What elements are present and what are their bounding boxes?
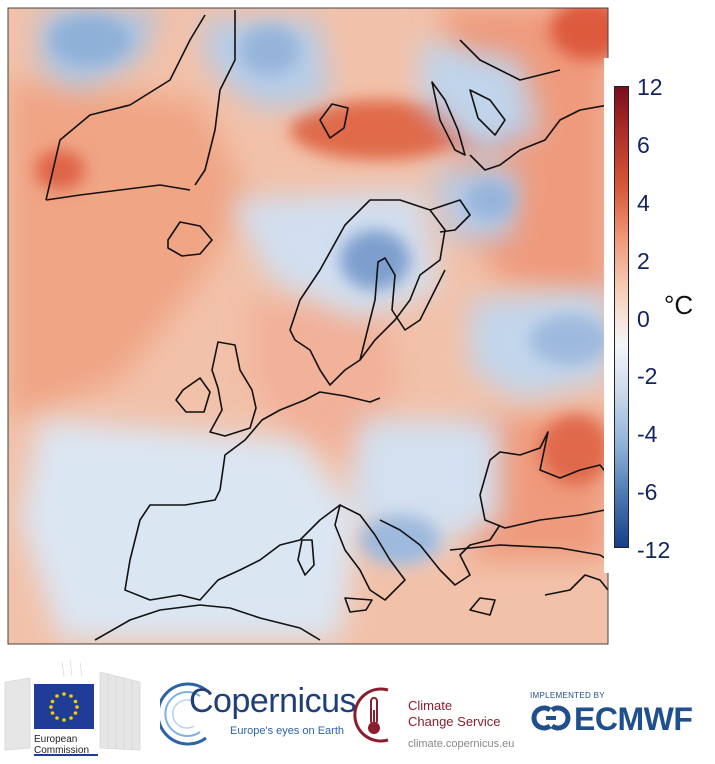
colorbar bbox=[614, 86, 629, 548]
colorbar-tick: 4 bbox=[637, 190, 650, 216]
cool-spot-russia-north bbox=[465, 180, 515, 220]
colorbar-tick: 2 bbox=[637, 248, 650, 274]
colorbar-tick: -6 bbox=[637, 479, 658, 505]
coast-sardinia bbox=[297, 539, 315, 576]
copernicus-name: Copernicus bbox=[189, 682, 356, 720]
ec-label-line1: European bbox=[34, 734, 78, 745]
european-commission-logo bbox=[4, 659, 141, 756]
coast-balkans bbox=[379, 519, 501, 586]
coast-iberia-south bbox=[94, 604, 321, 641]
logo-strip: European Commission Copernicus Europe's … bbox=[0, 652, 715, 764]
cool-spot-greenland bbox=[50, 15, 130, 65]
ec-label-line2: Commission bbox=[34, 745, 90, 756]
coast-ireland bbox=[175, 377, 211, 413]
colorbar-tick: -2 bbox=[637, 363, 658, 389]
c3s-label-line1: Climate bbox=[408, 698, 453, 713]
colorbar-tick: 0 bbox=[637, 306, 650, 332]
warm-spot-northeast-corner bbox=[550, 8, 608, 60]
colorbar-tick: 6 bbox=[637, 132, 650, 158]
coast-russia-arctic bbox=[459, 39, 608, 171]
ecmwf-implemented-label: IMPLEMENTED BY bbox=[530, 691, 605, 700]
coast-uk bbox=[209, 341, 257, 437]
ecmwf-logo-icon bbox=[531, 705, 571, 731]
copernicus-tagline: Europe's eyes on Earth bbox=[230, 725, 345, 737]
coast-scandinavia bbox=[289, 199, 446, 386]
c3s-label-line2: Change Service bbox=[408, 714, 501, 729]
c3s-url: climate.copernicus.eu bbox=[408, 738, 515, 750]
colorbar-tick: -12 bbox=[637, 537, 671, 563]
colorbar-panel: 12 6 4 2 0 -2 -4 -6 -12 bbox=[604, 58, 684, 573]
coast-greenland bbox=[45, 10, 236, 201]
coast-iceland bbox=[167, 221, 213, 257]
warm-spot-greenland bbox=[35, 150, 85, 190]
coast-kola bbox=[429, 199, 471, 233]
coast-sicily bbox=[344, 597, 373, 613]
cool-region-arctic-east bbox=[420, 40, 540, 160]
cool-spot-arctic bbox=[240, 25, 300, 75]
colorbar-tick: -4 bbox=[637, 421, 658, 447]
cool-spot-east bbox=[530, 315, 608, 365]
c3s-thermometer-logo bbox=[353, 687, 389, 743]
coast-italy bbox=[334, 504, 406, 601]
colorbar-tick: 12 bbox=[637, 74, 663, 100]
copernicus-logo bbox=[160, 682, 207, 746]
coast-svalbard bbox=[319, 103, 349, 139]
colorbar-unit: °C bbox=[664, 290, 694, 320]
cool-spot-finland bbox=[340, 230, 410, 290]
coast-continent bbox=[124, 391, 381, 601]
coast-black-sea bbox=[479, 431, 608, 529]
temperature-anomaly-map bbox=[7, 7, 609, 645]
coast-novaya-zemlya bbox=[431, 81, 506, 156]
coast-gulf-bothnia bbox=[359, 257, 446, 361]
cool-spot-italy bbox=[360, 515, 440, 565]
cool-region-west bbox=[20, 420, 360, 640]
ecmwf-name: ECMWF bbox=[574, 701, 693, 737]
coast-turkey bbox=[449, 544, 608, 616]
